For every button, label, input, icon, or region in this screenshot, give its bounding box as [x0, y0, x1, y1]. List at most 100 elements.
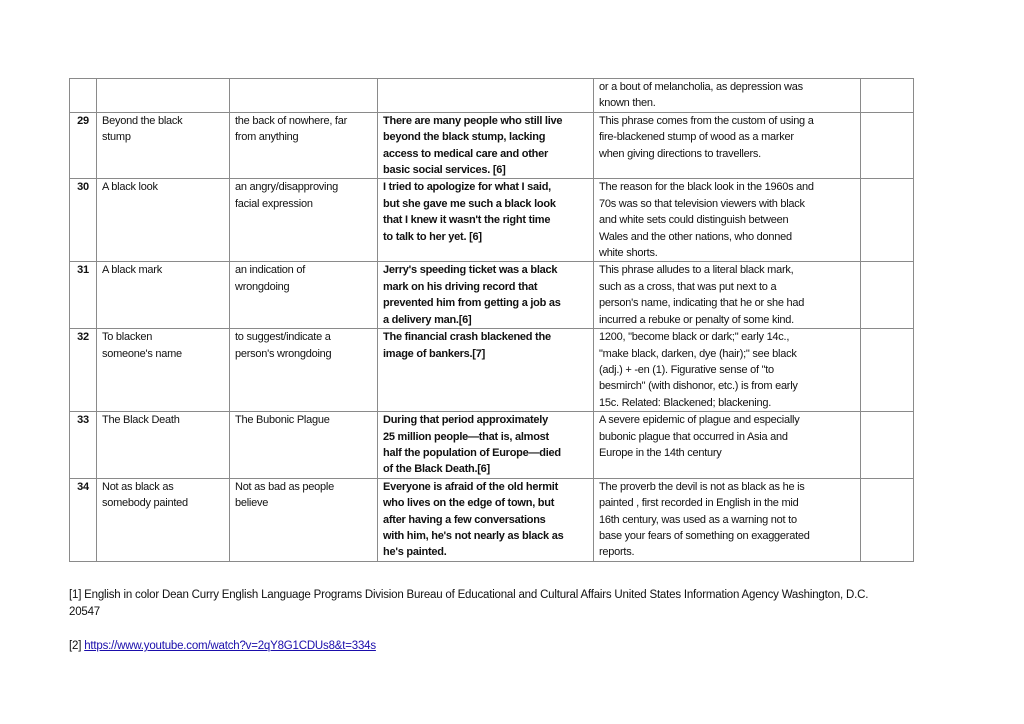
idiom-line: someone's name — [102, 347, 182, 360]
example-line: I tried to apologize for what I said, — [383, 181, 551, 194]
meaning-cell: Not as bad as people believe — [229, 477, 378, 562]
example-line: Jerry's speeding ticket was a black — [383, 264, 558, 277]
example-line: who lives on the edge of town, but — [383, 497, 555, 510]
origin-cell: 1200, "become black or dark;" early 14c.… — [593, 328, 861, 413]
example-cell: The financial crash blackened the image o… — [377, 328, 594, 413]
num-cell: 32 — [69, 328, 97, 413]
idiom-line: Not as black as — [102, 480, 174, 493]
origin-line: bubonic plague that occurred in Asia and — [599, 430, 788, 443]
meaning-line: wrongdoing — [235, 280, 290, 293]
idiom-cell: The Black Death — [96, 411, 230, 479]
idioms-table: or a bout of melancholia, as depression … — [69, 78, 914, 562]
origin-line: such as a cross, that was put next to a — [599, 280, 777, 293]
origin-line: 16th century, was used as a warning not … — [599, 513, 797, 526]
origin-line: The reason for the black look in the 196… — [599, 181, 814, 194]
example-line: after having a few conversations — [383, 513, 546, 526]
example-cell: Everyone is afraid of the old hermit who … — [377, 477, 594, 562]
meaning-line: Not as bad as people — [235, 480, 334, 493]
empty-cell — [860, 261, 914, 330]
origin-line: The proverb the devil is not as black as… — [599, 480, 805, 493]
meaning-cell: an angry/disapproving facial expression — [229, 178, 378, 263]
idiom-cell: Beyond the black stump — [96, 111, 230, 180]
example-line: The financial crash blackened the — [383, 331, 551, 344]
footnote-2: [2] https://www.youtube.com/watch?v=2qY8… — [69, 638, 376, 655]
table-row: 33 The Black Death The Bubonic Plague Durin… — [69, 411, 914, 479]
origin-line: person's name, indicating that he or she… — [599, 297, 805, 310]
example-line: of the Black Death.[6] — [383, 463, 490, 476]
example-line: 25 million people—that is, almost — [383, 430, 549, 443]
footnote-1-line: 20547 — [69, 606, 100, 618]
empty-cell — [860, 78, 914, 113]
origin-line: This phrase comes from the custom of usi… — [599, 114, 814, 127]
meaning-line: facial expression — [235, 197, 313, 210]
meaning-cell: The Bubonic Plague — [229, 411, 378, 479]
table-row: 31 A black mark an indication of wrongdoing… — [69, 261, 914, 330]
example-line: that I knew it wasn't the right time — [383, 214, 551, 227]
num-cell: 29 — [69, 111, 97, 180]
empty-cell — [860, 178, 914, 263]
idiom-cell: To blacken someone's name — [96, 328, 230, 413]
origin-cell: A severe epidemic of plague and especial… — [593, 411, 861, 479]
empty-cell — [860, 111, 914, 180]
origin-cell: This phrase alludes to a literal black m… — [593, 261, 861, 330]
footnote-1-line: [1] English in color Dean Curry English … — [69, 589, 869, 601]
example-cell: I tried to apologize for what I said, but… — [377, 178, 594, 263]
origin-line: and white sets could distinguish between — [599, 214, 789, 227]
example-line: image of bankers.[7] — [383, 347, 485, 360]
num-cell: 33 — [69, 411, 97, 479]
origin-line: base your fears of something on exaggera… — [599, 529, 810, 542]
table-row: or a bout of melancholia, as depression … — [69, 78, 914, 113]
empty-cell — [860, 477, 914, 562]
idiom-line: A black mark — [102, 264, 162, 277]
table-row: 34 Not as black as somebody painted Not as … — [69, 477, 914, 562]
idiom-line: To blacken — [102, 331, 153, 344]
footnote-2-marker: [2] — [69, 640, 85, 652]
meaning-cell: the back of nowhere, far from anything — [229, 111, 378, 180]
example-line: to talk to her yet. [6] — [383, 230, 482, 243]
origin-line: incurred a rebuke or penalty of some kin… — [599, 313, 794, 326]
origin-cell: The reason for the black look in the 196… — [593, 178, 861, 263]
meaning-line: an angry/disapproving — [235, 181, 338, 194]
num-cell: 34 — [69, 477, 97, 562]
empty-cell — [860, 328, 914, 413]
meaning-line: believe — [235, 497, 269, 510]
example-line: he's painted. — [383, 546, 447, 559]
example-cell: During that period approximately 25 milli… — [377, 411, 594, 479]
origin-line: Wales and the other nations, who donned — [599, 230, 792, 243]
meaning-line: person's wrongdoing — [235, 347, 332, 360]
meaning-line: to suggest/indicate a — [235, 331, 331, 344]
example-line: mark on his driving record that — [383, 280, 538, 293]
example-line: Everyone is afraid of the old hermit — [383, 480, 558, 493]
idiom-line: The Black Death — [102, 414, 180, 427]
origin-line: "make black, darken, dye (hair);" see bl… — [599, 347, 797, 360]
idiom-cell: A black mark — [96, 261, 230, 330]
origin-cell: The proverb the devil is not as black as… — [593, 477, 861, 562]
origin-line: painted , first recorded in English in t… — [599, 497, 799, 510]
origin-cell: This phrase comes from the custom of usi… — [593, 111, 861, 180]
example-line: a delivery man.[6] — [383, 313, 472, 326]
example-cell: There are many people who still live beyo… — [377, 111, 594, 180]
example-line: but she gave me such a black look — [383, 197, 556, 210]
origin-cell: or a bout of melancholia, as depression … — [593, 78, 861, 113]
origin-line: known then. — [599, 97, 656, 110]
origin-line: fire-blackened stump of wood as a marker — [599, 131, 794, 144]
num-cell — [69, 78, 97, 113]
origin-line: 15c. Related: Blackened; blackening. — [599, 396, 772, 409]
footnote-2-link[interactable]: https://www.youtube.com/watch?v=2qY8G1CD… — [84, 640, 376, 652]
example-line: half the population of Europe—died — [383, 446, 561, 459]
example-line: with him, he's not nearly as black as — [383, 529, 564, 542]
example-cell — [377, 78, 594, 113]
idiom-line: somebody painted — [102, 497, 188, 510]
table-row: 32 To blacken someone's name to suggest/ind… — [69, 328, 914, 413]
origin-line: A severe epidemic of plague and especial… — [599, 414, 800, 427]
idiom-line: Beyond the black — [102, 114, 183, 127]
footnote-1: [1] English in color Dean Curry English … — [69, 587, 868, 621]
example-cell: Jerry's speeding ticket was a black mark … — [377, 261, 594, 330]
idiom-line: stump — [102, 131, 131, 144]
origin-line: (adj.) + -en (1). Figurative sense of "t… — [599, 363, 774, 376]
meaning-line: the back of nowhere, far — [235, 114, 348, 127]
idiom-cell: A black look — [96, 178, 230, 263]
meaning-line: from anything — [235, 131, 299, 144]
table-row: 30 A black look an angry/disapproving facia… — [69, 178, 914, 263]
origin-line: This phrase alludes to a literal black m… — [599, 264, 794, 277]
